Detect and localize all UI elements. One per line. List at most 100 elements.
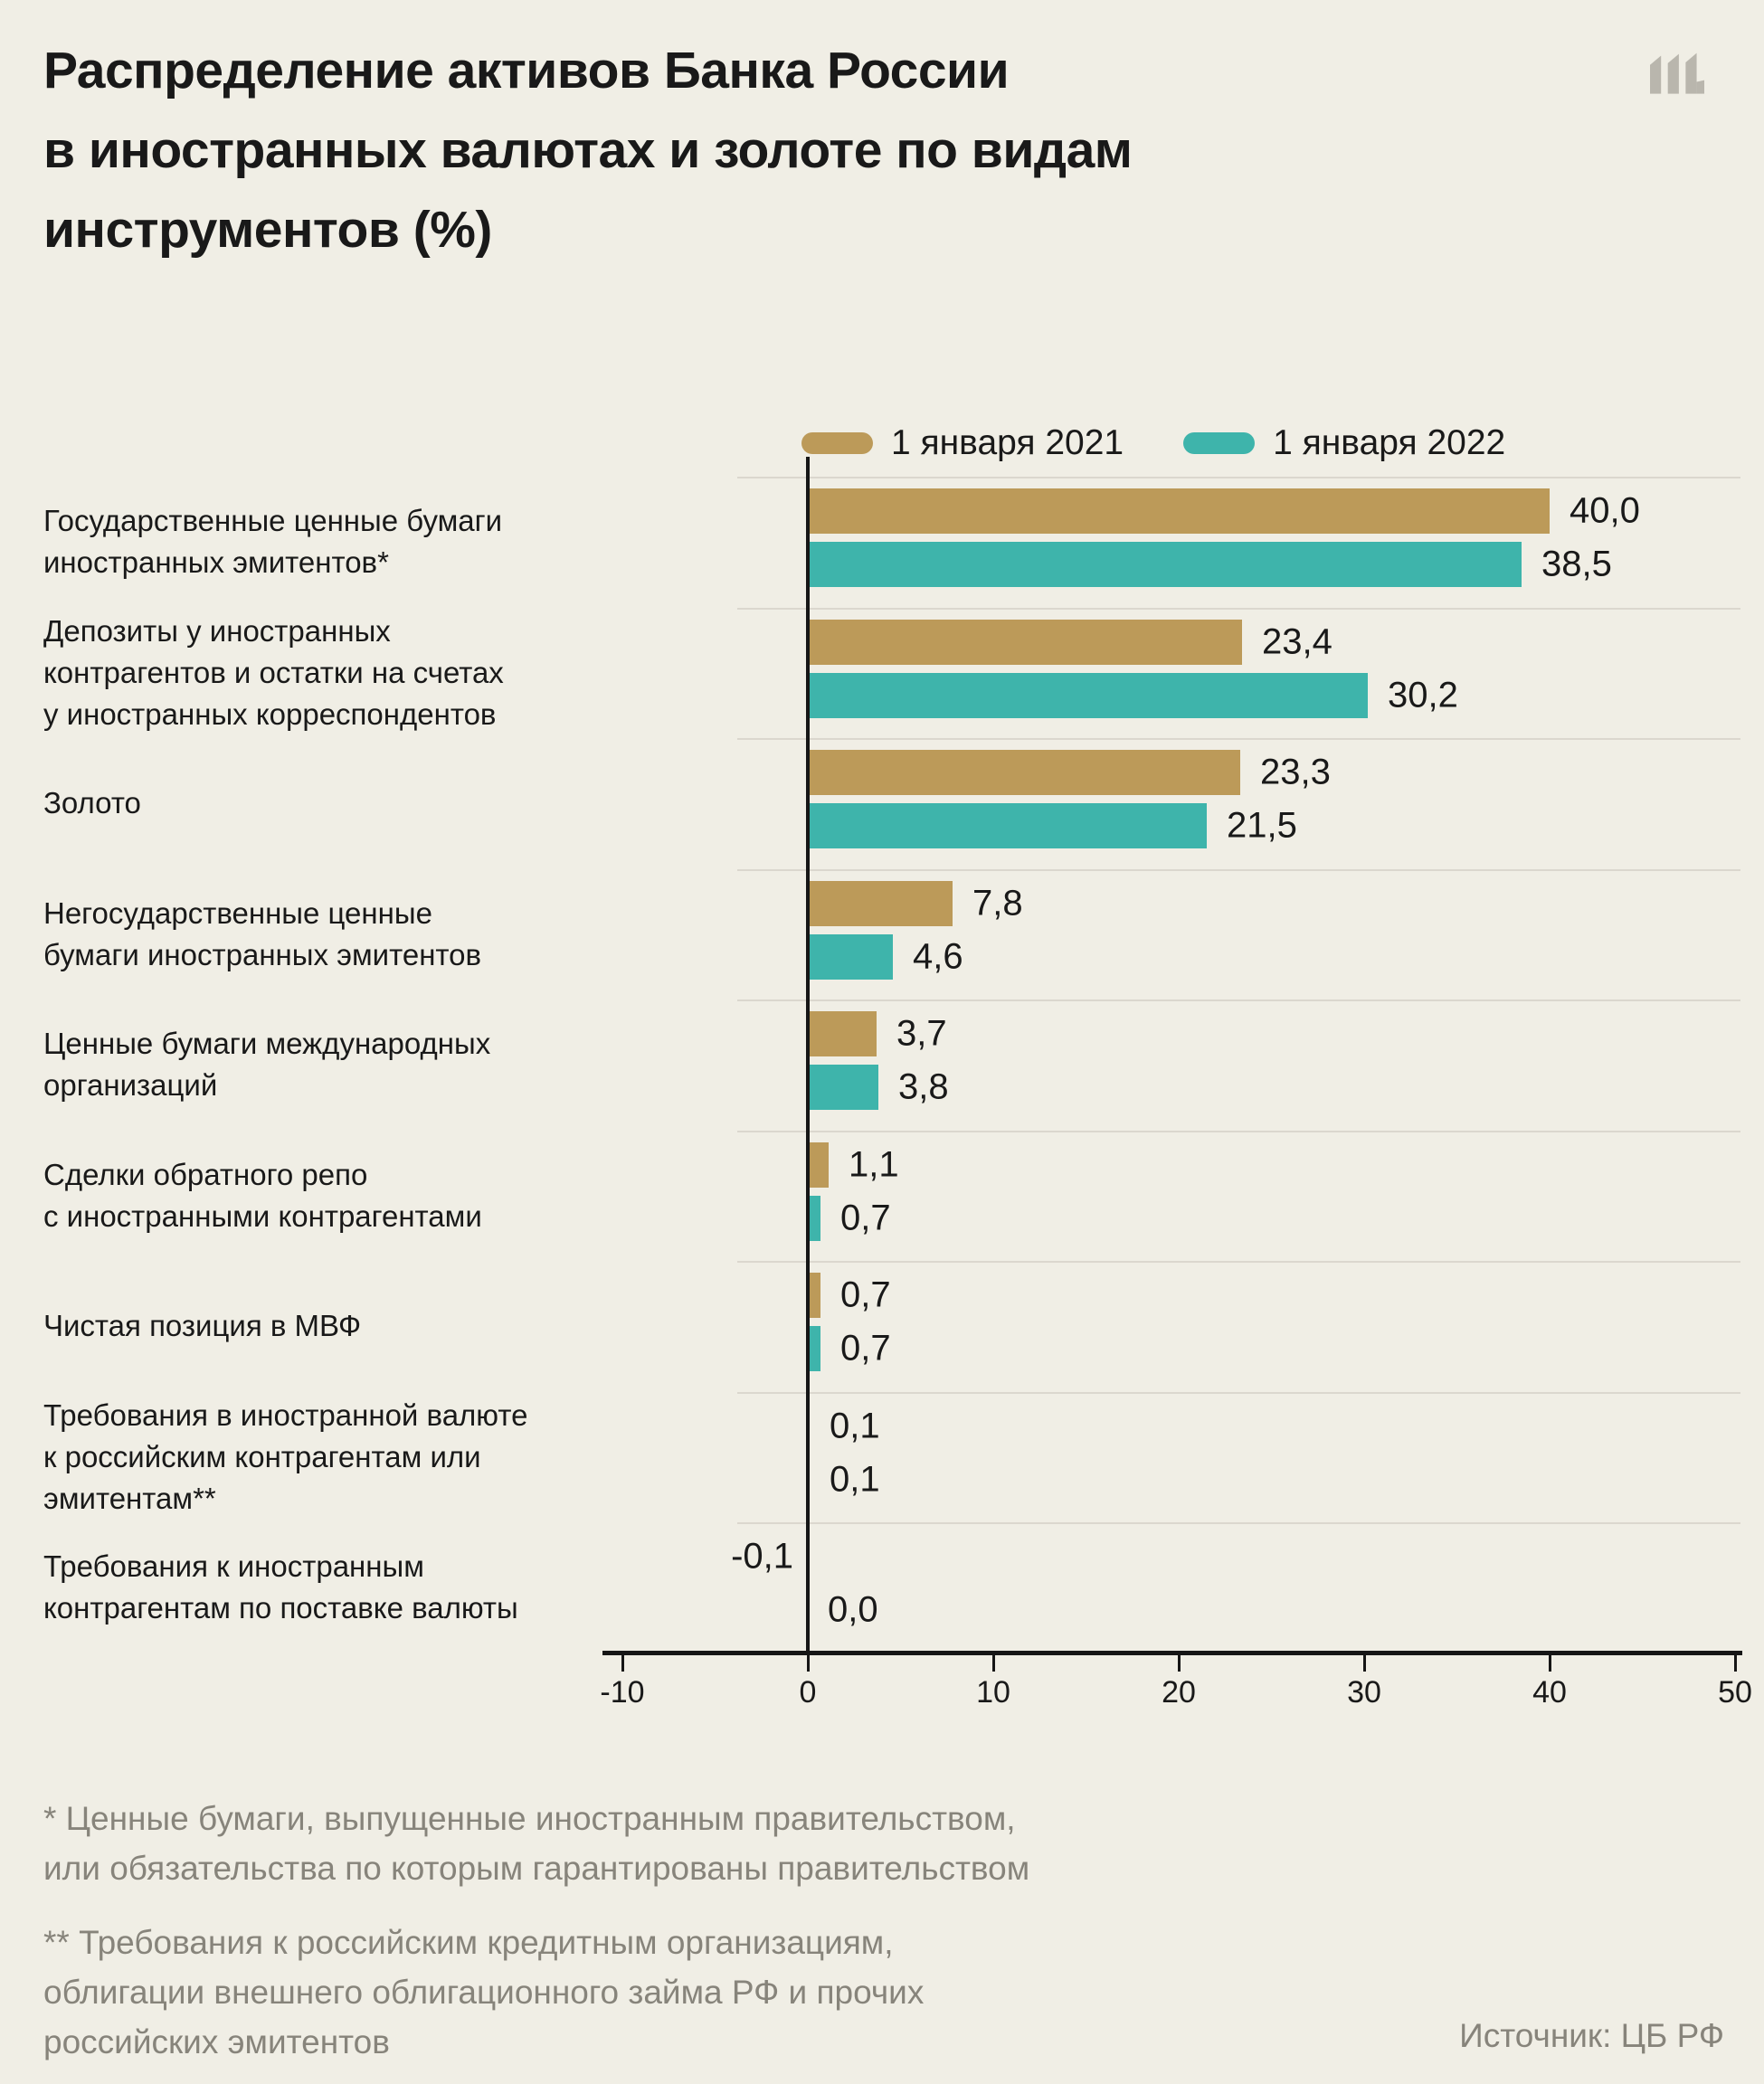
value-label: 0,7 — [840, 1198, 891, 1237]
legend-label-2022: 1 января 2022 — [1273, 423, 1506, 462]
category-label-line: Депозиты у иностранных — [43, 613, 391, 648]
row-separator — [737, 1261, 1740, 1263]
axis-tick-label: 50 — [1718, 1675, 1752, 1710]
axis-tick — [621, 1655, 624, 1672]
row-separator — [737, 477, 1740, 478]
axis-tick — [1363, 1655, 1366, 1672]
category-label: Требования к иностранным контрагентам по … — [43, 1522, 518, 1653]
category-label-line: организаций — [43, 1068, 218, 1103]
value-label: 4,6 — [913, 936, 963, 976]
category-label-line: Требования к иностранным — [43, 1549, 424, 1584]
axis-tick-label: 20 — [1162, 1675, 1196, 1710]
bar-2021 — [808, 1141, 829, 1188]
value-label: 38,5 — [1541, 544, 1612, 584]
category-label: Негосударственные ценные бумаги иностранн… — [43, 869, 481, 1000]
row-separator — [737, 1130, 1740, 1132]
source-label: Источник: ЦБ РФ — [1459, 2017, 1724, 2054]
footnote-2: ** Требования к российским кредитным орг… — [43, 1918, 924, 2067]
footnote-2-line-2: облигации внешнего облигационного займа … — [43, 1974, 925, 2011]
legend-item-2022: 1 января 2022 — [1183, 423, 1505, 463]
x-axis-line — [602, 1651, 1742, 1655]
category-label: Государственные ценные бумаги иностранных… — [43, 477, 502, 608]
value-label: -0,1 — [731, 1536, 793, 1577]
page-title-line-1: Распределение активов Банка России — [43, 42, 1010, 99]
row-separator — [737, 738, 1740, 740]
category-label-line: Негосударственные ценные — [43, 895, 432, 930]
bar-2021 — [808, 1273, 820, 1318]
row-separator — [737, 607, 1740, 610]
axis-tick — [1549, 1655, 1551, 1672]
category-label-line: эмитентам** — [43, 1481, 216, 1515]
row-separator — [737, 1391, 1740, 1394]
axis-tick-label: -10 — [600, 1675, 645, 1710]
footnote-2-line-1: ** Требования к российским кредитным орг… — [43, 1924, 894, 1961]
category-label-line: контрагентов и остатки на счетах — [43, 655, 504, 689]
category-label-line: Требования в иностранной валюте — [43, 1397, 528, 1432]
category-label: Золото — [43, 738, 141, 869]
legend-swatch-2022-icon — [1183, 432, 1256, 454]
bar-2022 — [808, 1065, 878, 1110]
axis-tick-label: 40 — [1532, 1675, 1567, 1710]
legend-swatch-2021-icon — [801, 432, 873, 454]
bar-2021 — [808, 880, 953, 926]
bar-2022 — [808, 933, 893, 980]
axis-tick-label: 10 — [976, 1675, 1010, 1710]
category-label: Требования в иностранной валюте к российс… — [43, 1392, 527, 1523]
axis-tick — [807, 1655, 810, 1672]
value-label: 0,7 — [840, 1274, 891, 1315]
category-label-line: контрагентам по поставке валюты — [43, 1591, 518, 1625]
footnote-1-line-2: или обязательства по которым гарантирова… — [43, 1850, 1030, 1887]
category-label-line: к российским контрагентам или — [43, 1439, 481, 1473]
category-label-line: Сделки обратного репо — [43, 1157, 368, 1191]
axis-tick — [1178, 1655, 1181, 1672]
value-label: 1,1 — [849, 1144, 899, 1184]
footnote-1-line-1: * Ценные бумаги, выпущенные иностранным … — [43, 1800, 1016, 1837]
value-label: 30,2 — [1388, 675, 1458, 715]
meduza-m-logo-icon — [1650, 52, 1704, 98]
axis-tick — [992, 1655, 995, 1672]
bar-2022 — [808, 1326, 820, 1371]
category-label-line: с иностранными контрагентами — [43, 1198, 482, 1233]
category-label: Чистая позиция в МВФ — [43, 1261, 361, 1392]
bar-2021 — [808, 619, 1242, 665]
page-title: Распределение активов Банка России в ино… — [43, 31, 1133, 270]
category-label-line: Ценные бумаги международных — [43, 1027, 491, 1061]
footnote-1: * Ценные бумаги, выпущенные иностранным … — [43, 1794, 1029, 1893]
bar-2022 — [808, 542, 1522, 587]
chart-legend: 1 января 2021 1 января 2022 — [801, 423, 1505, 463]
value-label: 0,0 — [828, 1589, 878, 1630]
bar-2022 — [808, 803, 1207, 848]
value-label: 3,8 — [898, 1066, 949, 1107]
value-label: 0,7 — [840, 1328, 891, 1369]
category-label: Депозиты у иностранных контрагентов и ост… — [43, 608, 504, 739]
value-label: 7,8 — [972, 883, 1023, 923]
row-separator — [737, 868, 1740, 871]
zero-axis-line — [806, 457, 810, 1655]
bar-2021 — [808, 488, 1550, 534]
row-separator — [737, 999, 1740, 1001]
axis-tick-label: 30 — [1347, 1675, 1381, 1710]
value-label: 40,0 — [1570, 490, 1640, 531]
bar-2021 — [808, 1011, 877, 1056]
bar-2022 — [808, 1195, 820, 1241]
axis-tick — [1734, 1655, 1737, 1672]
value-label: 21,5 — [1227, 805, 1297, 846]
category-label: Сделки обратного репо с иностранными конт… — [43, 1131, 482, 1262]
value-label: 23,4 — [1262, 621, 1332, 661]
category-label-line: иностранных эмитентов* — [43, 545, 389, 580]
page-title-line-2: в иностранных валютах и золоте по видам — [43, 121, 1133, 179]
legend-label-2021: 1 января 2021 — [891, 423, 1124, 462]
value-label: 3,7 — [896, 1013, 947, 1054]
value-label: 0,1 — [830, 1406, 880, 1445]
value-label: 23,3 — [1260, 752, 1331, 792]
legend-item-2021: 1 января 2021 — [801, 423, 1124, 463]
category-label-line: у иностранных корреспондентов — [43, 696, 497, 731]
value-label: 0,1 — [830, 1459, 880, 1499]
bar-2021 — [808, 750, 1240, 795]
category-label-line: Золото — [43, 786, 141, 820]
footnote-2-line-3: российских эмитентов — [43, 2023, 390, 2060]
row-separator — [737, 1522, 1740, 1524]
category-label-line: бумаги иностранных эмитентов — [43, 937, 482, 971]
category-label-line: Государственные ценные бумаги — [43, 504, 503, 538]
